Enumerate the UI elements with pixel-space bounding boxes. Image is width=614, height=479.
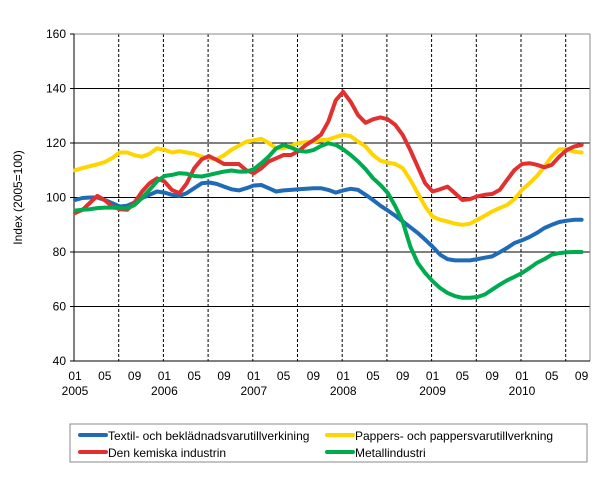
x-tick-label: 05 xyxy=(545,369,559,383)
legend-label: Pappers- och pappersvarutillverkning xyxy=(355,429,553,443)
x-tick-label: 05 xyxy=(277,369,291,383)
y-tick-label: 160 xyxy=(46,27,66,41)
x-tick-year-label: 2005 xyxy=(62,384,89,398)
legend-box xyxy=(69,423,588,463)
series-line-1 xyxy=(73,180,584,263)
x-tick-label: 09 xyxy=(128,369,142,383)
x-tick-label: 05 xyxy=(98,369,112,383)
x-tick-year-label: 2006 xyxy=(151,384,178,398)
x-tick-label: 05 xyxy=(456,369,470,383)
x-tick-label: 09 xyxy=(486,369,500,383)
x-tick-year-label: 2010 xyxy=(509,384,536,398)
x-tick-label: 05 xyxy=(366,369,380,383)
y-tick-label: 60 xyxy=(53,300,67,314)
x-tick-label: 01 xyxy=(68,369,82,383)
x-tick-year-label: 2008 xyxy=(330,384,357,398)
y-tick-label: 120 xyxy=(46,136,66,150)
x-tick-year-label: 2009 xyxy=(419,384,446,398)
series-line-2 xyxy=(73,132,584,227)
y-axis-label: Index (2005=100) xyxy=(11,150,25,244)
x-tick-label: 05 xyxy=(188,369,202,383)
series-line-4 xyxy=(73,141,584,300)
x-tick-label: 01 xyxy=(158,369,172,383)
legend-label: Den kemiska industrin xyxy=(108,446,226,460)
legend-label: Textil- och beklädnadsvarutillverkining xyxy=(108,429,309,443)
legend-label: Metallindustri xyxy=(355,446,426,460)
x-tick-label: 09 xyxy=(575,369,589,383)
x-tick-label: 09 xyxy=(396,369,410,383)
y-tick-label: 40 xyxy=(53,354,67,368)
x-tick-label: 01 xyxy=(247,369,261,383)
x-tick-label: 09 xyxy=(217,369,231,383)
x-tick-label: 01 xyxy=(337,369,351,383)
y-tick-label: 80 xyxy=(53,245,67,259)
x-tick-label: 09 xyxy=(307,369,321,383)
y-tick-label: 140 xyxy=(46,82,66,96)
x-tick-label: 01 xyxy=(426,369,440,383)
y-tick-label: 100 xyxy=(46,191,66,205)
x-tick-label: 01 xyxy=(515,369,529,383)
x-tick-year-label: 2007 xyxy=(240,384,267,398)
